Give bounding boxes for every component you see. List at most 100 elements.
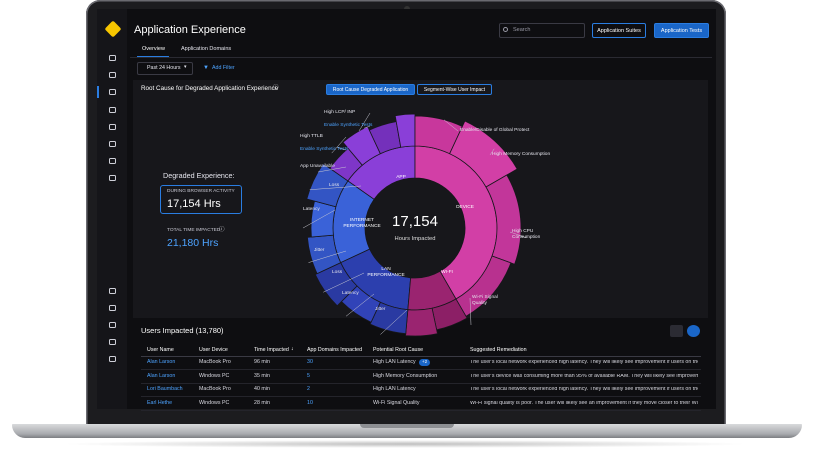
nav-icon[interactable] <box>109 356 116 362</box>
browser-box <box>160 185 242 214</box>
leader-line <box>358 112 371 132</box>
leader-line <box>308 250 347 263</box>
table-cell: High LAN Latency <box>373 386 416 392</box>
search-box[interactable] <box>499 23 585 38</box>
time-range: Past 24 Hours <box>147 65 181 71</box>
nav-icon[interactable] <box>109 72 116 78</box>
nav-icon[interactable] <box>109 339 116 345</box>
leader-line <box>323 272 365 293</box>
browser-label: DURING BROWSER ACTIVITY <box>167 189 235 194</box>
laptop-base <box>12 424 802 438</box>
callout-label: App Unavailable <box>300 164 335 169</box>
nav-icon[interactable] <box>109 55 116 61</box>
callout-label: Jitter <box>375 307 386 312</box>
nav-icon[interactable] <box>109 107 116 113</box>
leader-line <box>337 147 347 151</box>
tab[interactable]: Application Domains <box>181 46 232 52</box>
callout-label[interactable]: Enable Synthetic Tests <box>324 123 373 128</box>
sunburst-subsegment <box>306 163 349 208</box>
table-cell: Wi-Fi signal quality is poor. The user w… <box>470 400 698 406</box>
table-cell: The user's local network experienced hig… <box>470 387 698 392</box>
info-icon: ⓘ <box>273 85 279 91</box>
sunburst-subsegment <box>405 307 438 337</box>
table-cell[interactable]: 10 <box>307 399 313 406</box>
leader-line <box>309 185 362 190</box>
table-cell[interactable]: Earl Hethe <box>147 399 173 406</box>
total-value: 21,180 Hrs <box>167 237 219 249</box>
add-filter[interactable]: Add Filter <box>212 65 235 71</box>
tab[interactable]: Overview <box>142 46 165 52</box>
active-nav-marker <box>97 86 99 98</box>
base-shadow <box>60 440 750 448</box>
table-cell[interactable]: 2 <box>307 386 310 392</box>
table-cell: 40 min <box>254 386 270 392</box>
table-title: Users Impacted (13,780) <box>141 326 224 335</box>
header-rule <box>141 356 701 357</box>
tests-button[interactable]: Application Tests <box>654 23 709 38</box>
total-label: TOTAL TIME IMPACTED <box>167 228 221 233</box>
nav-icon[interactable] <box>109 288 116 294</box>
callout-label: High Memory Consumption <box>492 152 551 157</box>
panel-title: Root Cause for Degraded Application Expe… <box>141 85 279 92</box>
sunburst-hole <box>365 178 465 278</box>
table-cell[interactable]: Alan Larson <box>147 359 176 365</box>
center-value: 17,154 <box>392 213 438 230</box>
leader-line <box>364 125 371 129</box>
toggle[interactable]: Segment-Wise User Impact <box>417 84 492 95</box>
callout-label: Wi-Fi Signal Quality <box>472 295 498 306</box>
nav-icon[interactable] <box>109 175 116 181</box>
callout-label: Loss <box>332 270 343 275</box>
callout-label[interactable]: Enable Synthetic Tests <box>300 147 349 152</box>
table-cell: The user's device was consuming more tha… <box>470 373 698 379</box>
segment-label: WI-FI <box>441 270 453 275</box>
callout-label: Enable/Disable of Global Protect <box>460 128 530 133</box>
column-header[interactable]: Time Impacted <box>254 347 289 353</box>
callout-label: High LCP/ INP <box>324 110 356 115</box>
segment-label: APP <box>396 175 406 180</box>
row-rule <box>141 409 701 411</box>
nav-icon[interactable] <box>109 89 116 95</box>
column-header[interactable]: User Name <box>147 347 174 353</box>
leader-line <box>469 297 472 326</box>
nav-icon[interactable] <box>109 124 116 130</box>
leader-line <box>331 136 347 154</box>
table-cell: 96 min <box>254 359 270 365</box>
column-header[interactable]: Potential Root Cause <box>373 347 424 353</box>
tab-divider <box>130 57 712 58</box>
leader-line <box>380 309 408 335</box>
row-rule <box>141 369 701 370</box>
nav-icon[interactable] <box>109 322 116 328</box>
info-icon: ⓘ <box>219 227 225 233</box>
callout-label: Loss <box>329 183 340 188</box>
table-cell: MacBook Pro <box>199 359 231 365</box>
callout-label: High TTLB <box>300 134 323 139</box>
table-cell[interactable]: Alan Larson <box>147 372 176 379</box>
download-button[interactable] <box>687 325 700 337</box>
table-cell: High LAN Latency <box>373 359 416 365</box>
table-cell: MacBook Pro <box>199 386 231 392</box>
toggle-active[interactable]: Root Cause Degraded Application <box>326 84 415 95</box>
nav-icon[interactable] <box>109 141 116 147</box>
table-cell[interactable]: 30 <box>307 359 313 365</box>
leader-line <box>317 166 347 173</box>
time-dropdown[interactable] <box>137 62 193 75</box>
nav-icon[interactable] <box>109 158 116 164</box>
search-icon <box>503 27 508 32</box>
column-header[interactable]: App Domains Impacted <box>307 347 363 353</box>
table-cell: The user's local network experienced hig… <box>470 360 698 365</box>
row-rule <box>141 382 701 384</box>
center-label: Hours Impacted <box>395 236 436 242</box>
table-cell[interactable]: 5 <box>307 372 310 379</box>
callout-label: Latency <box>303 207 320 212</box>
column-header[interactable]: User Device <box>199 347 228 353</box>
filter-icon: ▼ <box>203 65 209 71</box>
table-cell[interactable]: Lori Baumbach <box>147 386 183 392</box>
suites-button[interactable]: Application Suites <box>592 23 646 38</box>
table-cell: Windows PC <box>199 399 230 406</box>
column-header[interactable]: Suggested Remediation <box>470 347 527 353</box>
cause-badge[interactable]: +2 <box>419 359 431 366</box>
search-table-button[interactable] <box>670 325 683 337</box>
leader-line <box>489 148 495 156</box>
nav-icon[interactable] <box>109 305 116 311</box>
